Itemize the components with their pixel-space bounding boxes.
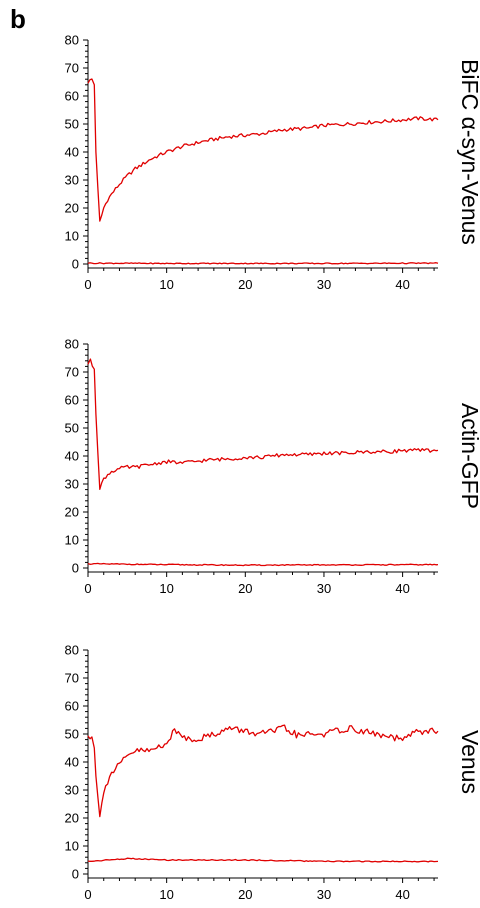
x-tick-label: 20 — [238, 581, 252, 596]
y-tick-label: 0 — [72, 257, 79, 272]
x-tick-label: 40 — [395, 277, 409, 292]
y-tick-label: 20 — [65, 201, 79, 216]
panel-letter: b — [10, 4, 26, 34]
y-tick-label: 80 — [65, 643, 79, 658]
y-tick-label: 30 — [65, 783, 79, 798]
y-tick-label: 60 — [65, 699, 79, 714]
side-label: Actin-GFP — [457, 403, 480, 509]
y-tick-label: 50 — [65, 117, 79, 132]
y-tick-label: 20 — [65, 505, 79, 520]
y-tick-label: 30 — [65, 477, 79, 492]
y-tick-label: 40 — [65, 449, 79, 464]
y-tick-label: 30 — [65, 173, 79, 188]
x-tick-label: 20 — [238, 277, 252, 292]
series-line-baseline — [87, 857, 439, 863]
x-tick-label: 30 — [317, 277, 331, 292]
x-tick-label: 0 — [84, 277, 91, 292]
y-tick-label: 80 — [65, 337, 79, 352]
y-tick-label: 20 — [65, 811, 79, 826]
x-tick-label: 10 — [159, 277, 173, 292]
x-tick-label: 40 — [395, 581, 409, 596]
y-tick-label: 0 — [72, 561, 79, 576]
x-tick-label: 40 — [395, 887, 409, 902]
series-line-recovery — [87, 358, 439, 490]
y-tick-label: 70 — [65, 671, 79, 686]
series-line-baseline — [87, 562, 439, 567]
side-label: BiFC α-syn-Venus — [457, 59, 480, 245]
series-line-recovery — [87, 724, 439, 818]
y-tick-label: 10 — [65, 533, 79, 548]
y-tick-label: 60 — [65, 89, 79, 104]
y-tick-label: 50 — [65, 727, 79, 742]
chart-venus: 0 10 20 30 40 50 60 70 80 0 10 20 30 40 Venus — [65, 643, 480, 903]
side-label: Venus — [457, 730, 480, 794]
y-tick-label: 80 — [65, 33, 79, 48]
x-tick-label: 30 — [317, 581, 331, 596]
y-tick-label: 50 — [65, 421, 79, 436]
series-line-baseline — [87, 262, 439, 265]
y-tick-label: 40 — [65, 145, 79, 160]
x-tick-label: 20 — [238, 887, 252, 902]
x-tick-label: 10 — [159, 581, 173, 596]
chart-actin-gfp: 0 10 20 30 40 50 60 70 80 0 10 20 30 40 Actin-GFP — [65, 337, 480, 597]
y-tick-label: 40 — [65, 755, 79, 770]
y-tick-label: 10 — [65, 229, 79, 244]
y-tick-label: 70 — [65, 365, 79, 380]
x-tick-label: 30 — [317, 887, 331, 902]
chart-bifc-venus: 0 10 20 30 40 50 60 70 80 0 10 20 30 40 BiFC α-syn-Ven… — [65, 33, 480, 293]
x-tick-label: 10 — [159, 887, 173, 902]
x-tick-label: 0 — [84, 887, 91, 902]
y-tick-label: 70 — [65, 61, 79, 76]
x-tick-label: 0 — [84, 581, 91, 596]
y-tick-label: 10 — [65, 839, 79, 854]
y-tick-label: 0 — [72, 867, 79, 882]
series-line-recovery — [87, 78, 439, 222]
y-tick-label: 60 — [65, 393, 79, 408]
